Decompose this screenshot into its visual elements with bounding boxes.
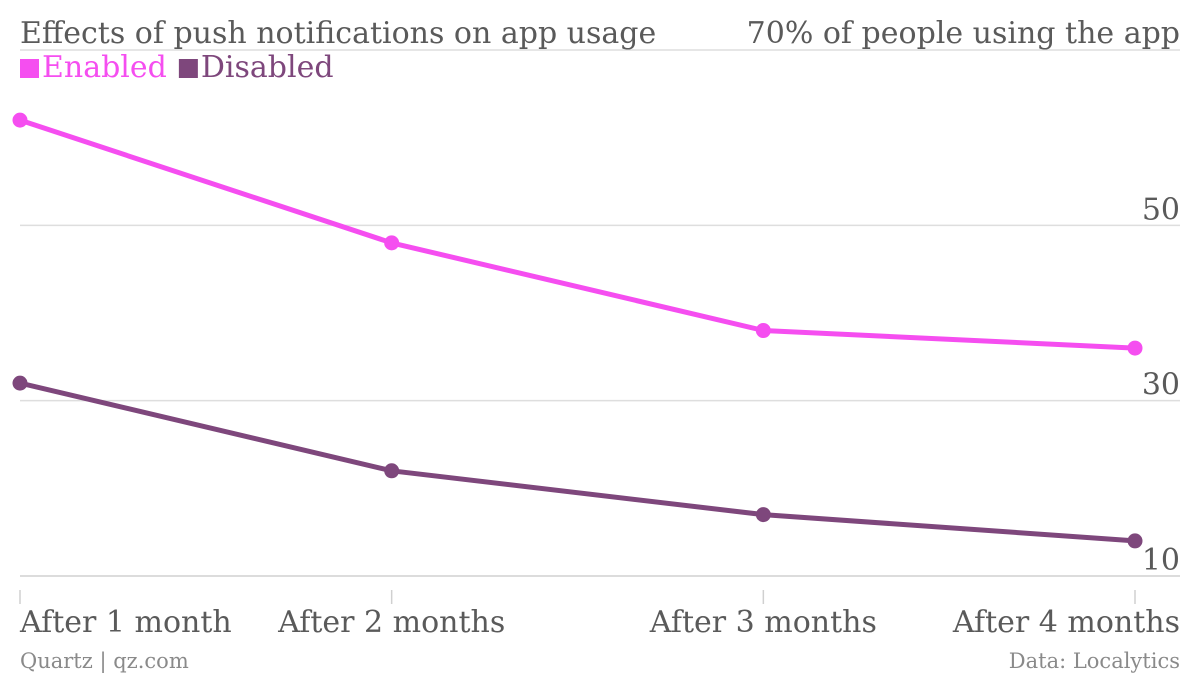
y-tick-label-50: 50 <box>1142 192 1180 227</box>
x-tick-label-3: After 3 months <box>649 605 877 640</box>
data-point-disabled-2 <box>384 463 400 479</box>
legend-swatch-enabled <box>20 59 39 78</box>
data-point-disabled-3 <box>755 507 771 523</box>
source-text: Data: Localytics <box>1009 649 1180 673</box>
x-tick-label-1: After 1 month <box>19 605 232 640</box>
y-tick-label-30: 30 <box>1142 368 1180 403</box>
data-point-disabled-1 <box>12 375 28 391</box>
legend-label-disabled: Disabled <box>201 50 334 85</box>
credit-text: Quartz | qz.com <box>20 649 189 674</box>
data-point-enabled-1 <box>12 112 28 128</box>
x-tick-label-4: After 4 months <box>952 605 1180 640</box>
legend-label-enabled: Enabled <box>42 50 167 85</box>
y-tick-label-10: 10 <box>1142 543 1180 578</box>
data-point-enabled-2 <box>384 235 400 251</box>
series-line-disabled <box>17 380 1138 544</box>
legend: Enabled Disabled <box>20 50 334 85</box>
series-line-enabled <box>17 117 1138 351</box>
data-point-enabled-3 <box>755 323 771 339</box>
gridlines <box>20 49 1180 577</box>
y-axis-tick-labels: 10 30 50 <box>1142 192 1180 578</box>
data-point-disabled-4 <box>1127 533 1143 549</box>
chart-title: Effects of push notifications on app usa… <box>20 16 656 51</box>
series-lines <box>17 117 1138 544</box>
data-point-enabled-4 <box>1127 340 1143 356</box>
y-axis-label: 70% of people using the app <box>747 16 1180 51</box>
x-tick-label-2: After 2 months <box>277 605 505 640</box>
series-points <box>12 112 1143 549</box>
legend-swatch-disabled <box>178 59 198 78</box>
x-axis: After 1 month After 2 months After 3 month… <box>19 590 1180 640</box>
